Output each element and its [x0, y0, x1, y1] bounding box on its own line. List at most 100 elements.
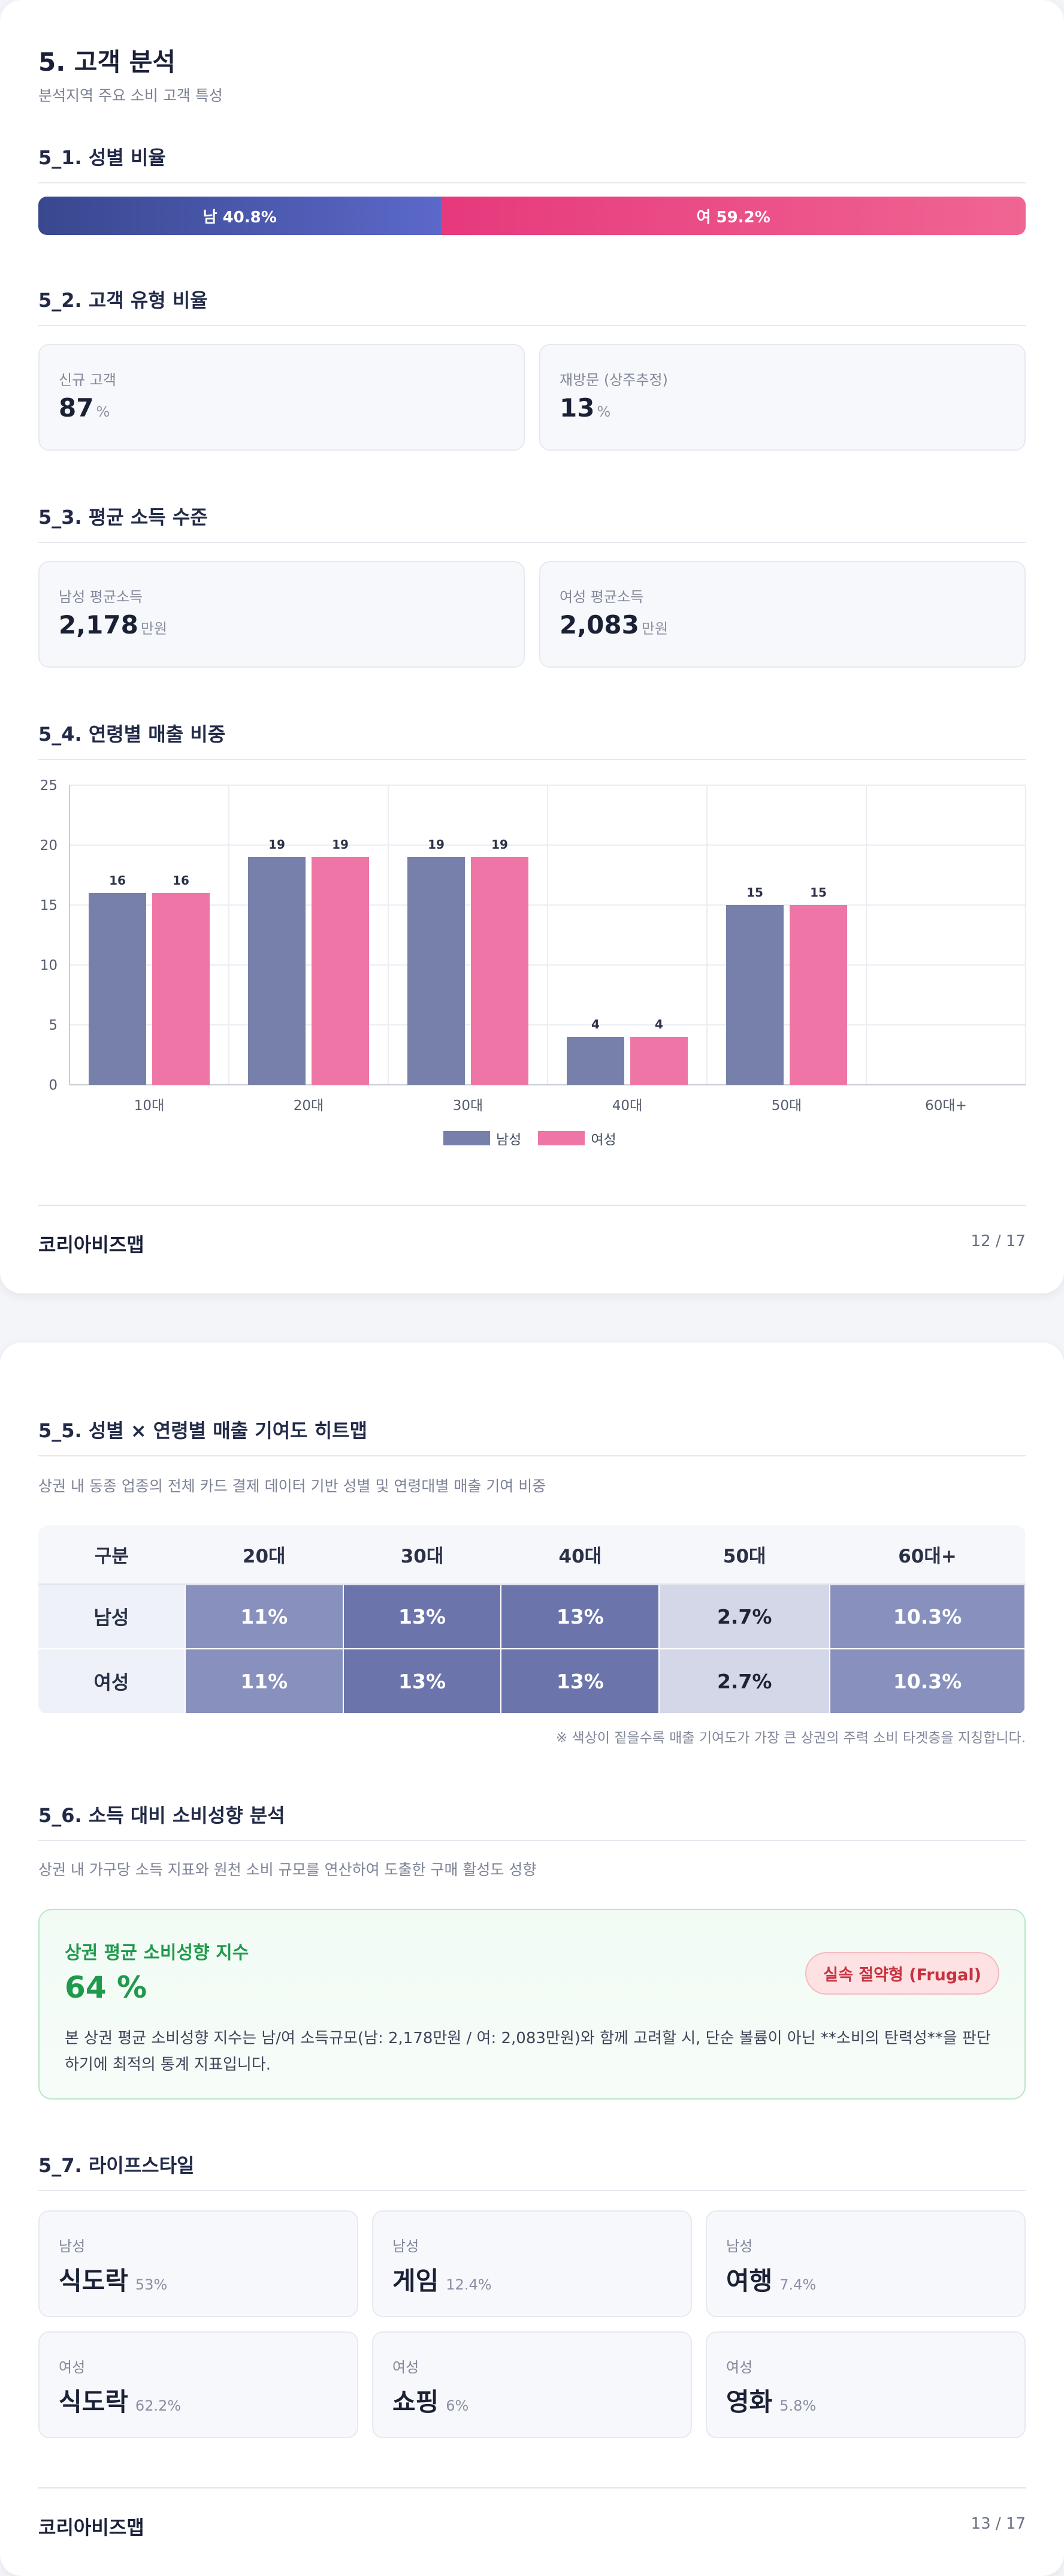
card-label: 재방문 (상주추정) — [560, 372, 668, 388]
data-label: 4 — [655, 1017, 663, 1031]
spending-description: 상권 내 가구당 소득 지표와 원천 소비 규모를 연산하여 도출한 구매 활성… — [38, 1861, 537, 1878]
spending-explanation: 본 상권 평균 소비성향 지수는 남/여 소득규모(남: 2,178만원 / 여… — [65, 2029, 991, 2074]
spending-type-badge: 실속 절약형 (Frugal) — [805, 1952, 999, 1995]
heatmap-cell: 10.3% — [829, 1583, 1026, 1649]
page-subtitle: 분석지역 주요 소비 고객 특성 — [38, 87, 223, 104]
lifestyle-name: 영화 5.8% — [726, 2387, 817, 2417]
lifestyle-name: 식도락 53% — [59, 2266, 168, 2296]
section-heading-income: 5_3. 평균 소득 수준 — [38, 502, 1026, 543]
heatmap-row-header: 남성 — [38, 1583, 186, 1649]
card-value: 2,083 만원 — [560, 610, 669, 640]
footer-brand: 코리아비즈맵 — [38, 2516, 144, 2539]
data-label: 4 — [591, 1017, 600, 1031]
heatmap-col-header: 구분 — [38, 1525, 185, 1585]
lifestyle-card: 여성 영화 5.8% — [706, 2331, 1026, 2438]
x-tick-label: 40대 — [612, 1098, 642, 1114]
lifestyle-card: 남성 여행 7.4% — [706, 2210, 1026, 2317]
lifestyle-card: 여성 식도락 62.2% — [38, 2331, 358, 2438]
x-tick-label: 30대 — [453, 1098, 483, 1114]
legend-item-female[interactable]: 여성 — [538, 1128, 616, 1148]
heatmap-note: ※ 색상이 짙을수록 매출 기여도가 가장 큰 상권의 주력 소비 타겟층을 지… — [555, 1730, 1026, 1746]
bar-female — [152, 893, 210, 1085]
age-sales-bar-chart: 0 5 10 15 20 25 16 16 10대 19 19 20대 19 19 30대 4 4 40대 15 15… — [40, 778, 1026, 1114]
lifestyle-gender: 남성 — [726, 2238, 753, 2255]
gender-ratio-bar: 남 40.8% 여 59.2% — [38, 197, 1026, 235]
new-customer-card: 신규 고객 87% — [38, 344, 525, 451]
bar-female — [630, 1037, 688, 1085]
data-label: 16 — [109, 873, 126, 888]
legend-label: 여성 — [591, 1132, 616, 1148]
bar-female — [312, 857, 369, 1085]
legend-item-male[interactable]: 남성 — [443, 1128, 521, 1148]
male-income-card: 남성 평균소득 2,178 만원 — [38, 561, 525, 668]
returning-customer-card: 재방문 (상주추정) 13% — [539, 344, 1026, 451]
data-label: 19 — [268, 837, 285, 852]
heatmap-cell: 2.7% — [658, 1583, 831, 1649]
heatmap-header-row: 구분 20대 30대 40대 50대 60대+ — [38, 1525, 1025, 1585]
x-tick-label: 20대 — [294, 1098, 324, 1114]
heatmap-cell: 10.3% — [829, 1648, 1026, 1714]
bar-male — [248, 857, 306, 1085]
section-heading-lifestyle: 5_7. 라이프스타일 — [38, 2150, 1026, 2191]
y-tick-label: 25 — [40, 778, 58, 794]
card-label: 여성 평균소득 — [560, 589, 644, 605]
bar-male — [567, 1037, 624, 1085]
spending-index-card: 상권 평균 소비성향 지수 64 % 실속 절약형 (Frugal) 본 상권 … — [38, 1909, 1026, 2100]
page-footer: 코리아비즈맵 12 / 17 — [38, 1205, 1026, 1256]
lifestyle-card: 여성 쇼핑 6% — [372, 2331, 692, 2438]
card-value: 13% — [560, 393, 611, 423]
lifestyle-gender: 여성 — [392, 2359, 419, 2376]
lifestyle-name: 식도락 62.2% — [59, 2387, 182, 2417]
legend-swatch — [538, 1131, 585, 1145]
heatmap-cell: 13% — [342, 1648, 502, 1714]
lifestyle-gender: 여성 — [726, 2359, 753, 2376]
heatmap-description: 상권 내 동종 업종의 전체 카드 결제 데이터 기반 성별 및 연령대별 매출… — [38, 1477, 546, 1495]
y-tick-label: 5 — [49, 1018, 58, 1033]
card-value: 87% — [59, 393, 110, 423]
section-heading-age-sales: 5_4. 연령별 매출 비중 — [38, 719, 1026, 760]
data-label: 19 — [491, 837, 508, 852]
footer-brand: 코리아비즈맵 — [38, 1233, 144, 1256]
report-page-12: 5. 고객 분석 분석지역 주요 소비 고객 특성 5_1. 성별 비율 남 4… — [0, 0, 1064, 1293]
heatmap-cell: 13% — [500, 1583, 660, 1649]
heatmap-cell: 13% — [342, 1583, 502, 1649]
data-label: 16 — [173, 873, 189, 888]
heatmap-cell: 13% — [500, 1648, 660, 1714]
heatmap-cell: 11% — [184, 1648, 344, 1714]
page-number: 12 / 17 — [971, 1232, 1026, 1250]
y-tick-label: 20 — [40, 838, 58, 853]
data-label: 15 — [810, 885, 827, 900]
x-tick-label: 60대+ — [925, 1098, 967, 1114]
heatmap-row-male: 남성 11% 13% 13% 2.7% 10.3% — [38, 1583, 1026, 1649]
heatmap-col-header: 40대 — [501, 1525, 660, 1585]
spending-index-value: 64 % — [65, 1970, 147, 2005]
heatmap-col-header: 30대 — [343, 1525, 501, 1585]
bar-female — [790, 905, 847, 1085]
page-title: 5. 고객 분석 — [38, 47, 176, 77]
gender-age-heatmap: 구분 20대 30대 40대 50대 60대+ 남성 11% 13% 13% 2… — [38, 1525, 1026, 1714]
lifestyle-name: 게임 12.4% — [392, 2266, 492, 2296]
x-tick-label: 50대 — [772, 1098, 802, 1114]
lifestyle-name: 쇼핑 6% — [392, 2387, 469, 2417]
lifestyle-gender: 여성 — [59, 2359, 86, 2376]
data-label: 19 — [428, 837, 445, 852]
card-value: 2,178 만원 — [59, 610, 168, 640]
legend-swatch — [443, 1131, 490, 1145]
section-heading-heatmap: 5_5. 성별 × 연령별 매출 기여도 히트맵 — [38, 1416, 1026, 1456]
lifestyle-card: 남성 식도락 53% — [38, 2210, 358, 2317]
bar-male — [407, 857, 465, 1085]
bar-male — [89, 893, 146, 1085]
female-ratio-segment: 여 59.2% — [441, 197, 1026, 235]
y-tick-label: 10 — [40, 958, 58, 973]
y-tick-label: 0 — [49, 1078, 58, 1093]
heatmap-col-header: 60대+ — [830, 1525, 1025, 1585]
chart-legend: 남성 여성 — [443, 1128, 633, 1148]
male-ratio-segment: 남 40.8% — [38, 197, 442, 235]
page-footer: 코리아비즈맵 13 / 17 — [38, 2487, 1026, 2539]
page-number: 13 / 17 — [971, 2515, 1026, 2533]
female-income-card: 여성 평균소득 2,083 만원 — [539, 561, 1026, 668]
heatmap-col-header: 50대 — [659, 1525, 830, 1585]
legend-label: 남성 — [496, 1132, 522, 1148]
heatmap-cell: 11% — [184, 1583, 344, 1649]
heatmap-row-female: 여성 11% 13% 13% 2.7% 10.3% — [38, 1648, 1026, 1714]
